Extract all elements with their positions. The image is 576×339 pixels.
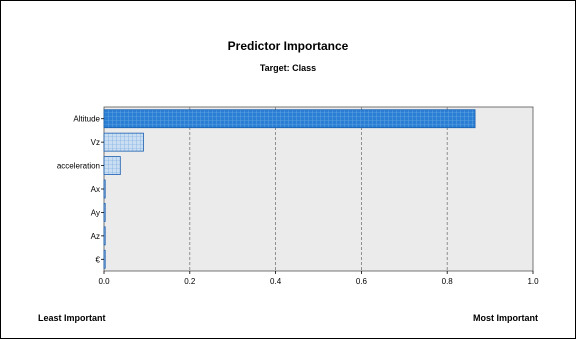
bar-5 xyxy=(103,226,106,246)
y-tick-label-4: Ay xyxy=(91,208,100,217)
bar-2 xyxy=(103,156,121,175)
y-tick-label-3: Ax xyxy=(91,185,100,194)
x-tick-label-1: 0.2 xyxy=(184,277,196,286)
y-tick-label-6: € xyxy=(96,255,101,264)
x-tick-label-0: 0.0 xyxy=(98,277,110,286)
chart-subtitle: Target: Class xyxy=(260,63,316,73)
chart-title: Predictor Importance xyxy=(228,39,349,53)
bar-3 xyxy=(103,179,106,199)
least-important-label: Least Important xyxy=(38,313,106,323)
x-tick-label-5: 1.0 xyxy=(527,277,539,286)
bar-0 xyxy=(103,109,476,129)
y-tick-label-5: Az xyxy=(91,232,100,241)
x-axis: 0.0 0.2 0.4 0.6 0.8 1.0 xyxy=(98,271,539,286)
y-tick-label-2: acceleration xyxy=(57,162,100,171)
bar-1 xyxy=(103,132,144,152)
y-tick-label-1: Vz xyxy=(91,138,100,147)
x-tick-label-2: 0.4 xyxy=(270,277,282,286)
y-tick-label-0: Altitude xyxy=(73,115,100,124)
y-axis: Altitude Vz acceleration Ax Ay Az € xyxy=(57,115,104,264)
x-tick-label-4: 0.8 xyxy=(442,277,454,286)
x-tick-label-3: 0.6 xyxy=(356,277,368,286)
most-important-label: Most Important xyxy=(473,313,538,323)
gridlines xyxy=(189,107,448,271)
bar-6 xyxy=(103,249,106,269)
plot-area xyxy=(103,106,534,272)
bar-4 xyxy=(103,203,106,222)
